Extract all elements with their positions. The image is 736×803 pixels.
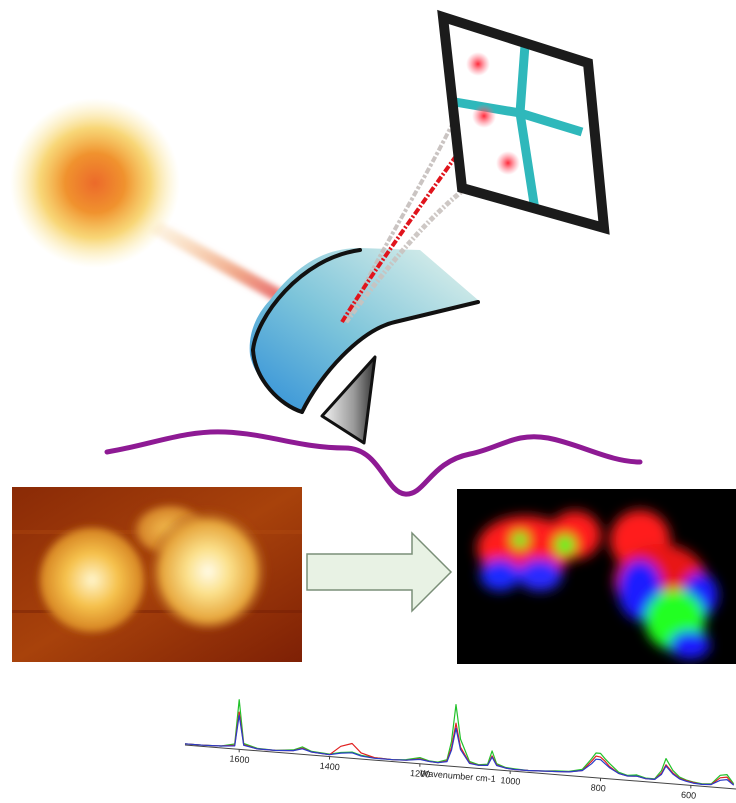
x-tick-label: 800 (590, 782, 606, 793)
afm-topography-image (12, 487, 302, 662)
x-axis-label: Wavenumber cm-1 (420, 768, 496, 784)
x-tick-label: 1400 (319, 761, 340, 773)
x-tick-label: 1600 (229, 754, 250, 766)
x-tick-label: 1000 (500, 775, 521, 787)
x-tick-label: 600 (681, 790, 697, 801)
spectrum-series-line (184, 699, 735, 785)
afm-tip (320, 355, 377, 445)
chemical-map-image (457, 489, 736, 664)
x-tick-label: 1200 (410, 768, 431, 780)
raman-spectrum-plot: 1600 1400 1200 1000 800 600 Wavenumber cm-1 (184, 699, 736, 801)
right-arrow-icon (306, 531, 453, 613)
grid-detector-icon (437, 9, 610, 235)
spectrum-series-line (184, 714, 735, 786)
sun-glow-icon (10, 98, 180, 268)
sample-surface-wave (104, 429, 643, 497)
detector-spot (466, 52, 490, 76)
x-axis-line (184, 744, 736, 790)
detector-spot (472, 104, 496, 128)
afm-cantilever-icon (249, 248, 480, 445)
detector-spot (496, 151, 520, 175)
